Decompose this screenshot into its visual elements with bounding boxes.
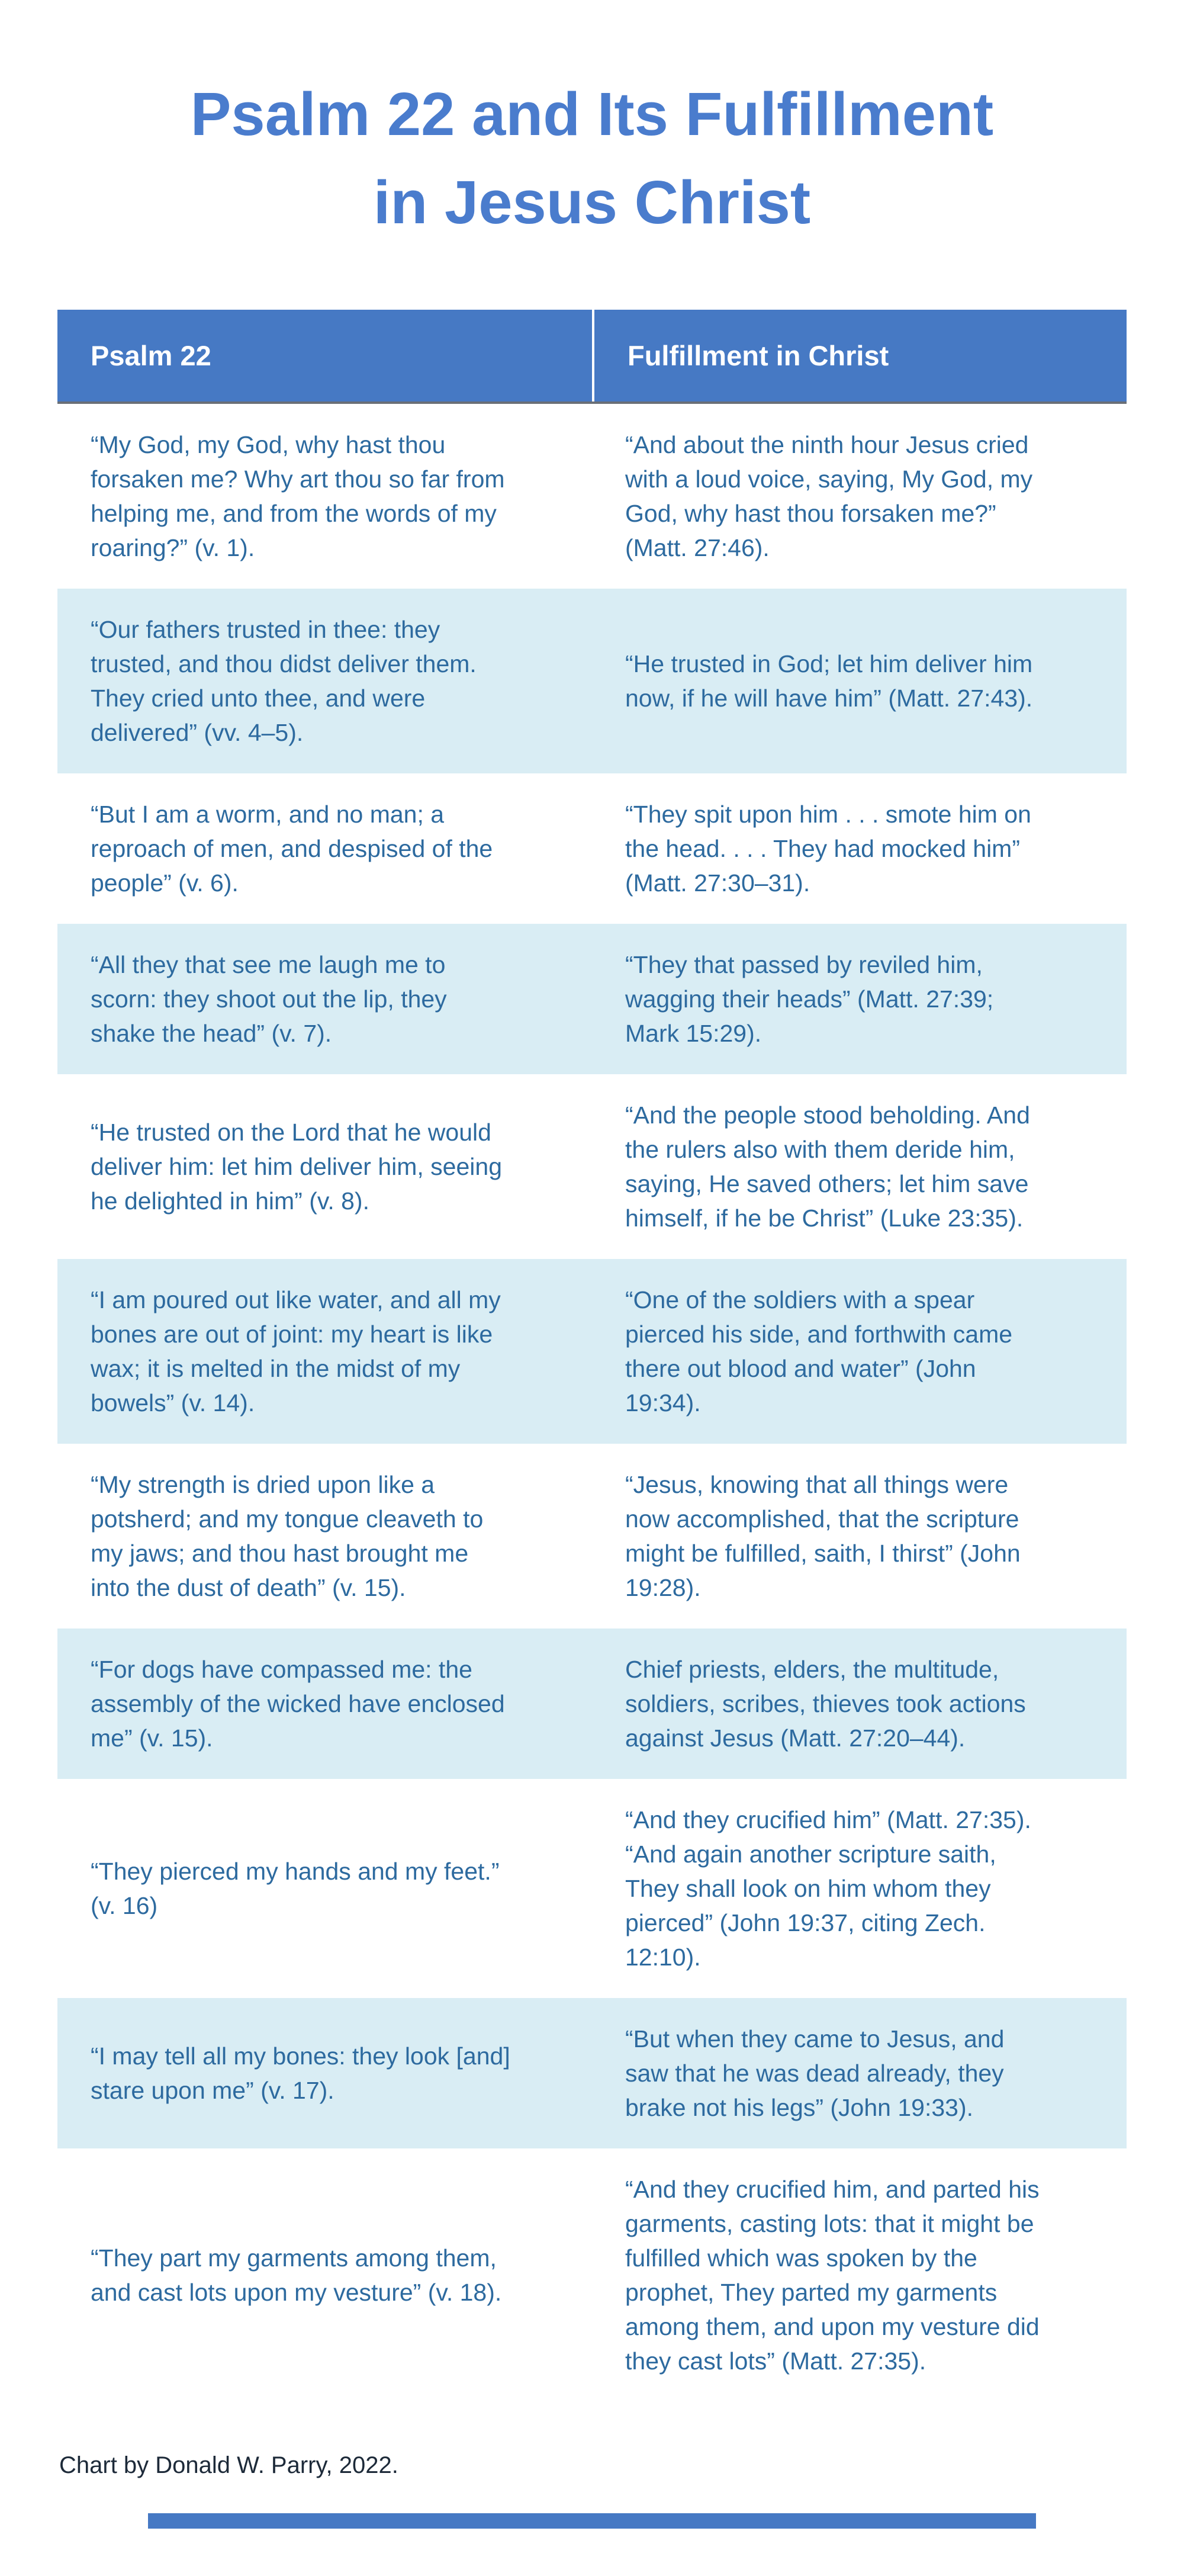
cell-fulfillment: “And about the ninth hour Jesus cried wi…: [592, 404, 1127, 589]
cell-fulfillment: “They that passed by reviled him, waggin…: [592, 924, 1127, 1074]
cell-fulfillment: Chief priests, elders, the multitude, so…: [592, 1629, 1127, 1779]
table-body: “My God, my God, why hast thou forsaken …: [57, 404, 1127, 2402]
cell-text: “My God, my God, why hast thou forsaken …: [91, 431, 505, 561]
page-title-line2: in Jesus Christ: [373, 168, 811, 237]
table-row: “All they that see me laugh me to scorn:…: [57, 923, 1127, 1074]
cell-text: “They that passed by reviled him, waggin…: [625, 950, 994, 1047]
cell-psalm: “Our fathers trusted in thee: they trust…: [57, 589, 592, 773]
cell-psalm: “They pierced my hands and my feet.” (v.…: [57, 1779, 592, 1998]
table-row: “For dogs have compassed me: the assembl…: [57, 1628, 1127, 1779]
table-row: “He trusted on the Lord that he would de…: [57, 1074, 1127, 1259]
page-title: Psalm 22 and Its Fulfillment in Jesus Ch…: [0, 70, 1184, 247]
cell-text: “I am poured out like water, and all my …: [91, 1286, 501, 1417]
cell-text: Chief priests, elders, the multitude, so…: [625, 1655, 1026, 1752]
cell-text: “I may tell all my bones: they look [and…: [91, 2042, 510, 2104]
cell-text: “For dogs have compassed me: the assembl…: [91, 1655, 505, 1752]
table-row: “I am poured out like water, and all my …: [57, 1258, 1127, 1444]
cell-text: “And they crucified him, and parted his …: [625, 2175, 1040, 2375]
cell-psalm: “He trusted on the Lord that he would de…: [57, 1074, 592, 1259]
cell-psalm: “For dogs have compassed me: the assembl…: [57, 1629, 592, 1779]
cell-text: “He trusted on the Lord that he would de…: [91, 1118, 502, 1215]
cell-psalm: “My God, my God, why hast thou forsaken …: [57, 404, 592, 589]
cell-text: “They part my garments among them, and c…: [91, 2244, 502, 2306]
cell-text: “He trusted in God; let him deliver him …: [625, 650, 1033, 712]
cell-text: “And the people stood beholding. And the…: [625, 1101, 1030, 1232]
comparison-table: Psalm 22 Fulfillment in Christ “My God, …: [57, 309, 1127, 2402]
cell-text: “My strength is dried upon like a potshe…: [91, 1470, 484, 1601]
cell-psalm: “They part my garments among them, and c…: [57, 2148, 592, 2402]
decorative-bottom-bar: [148, 2513, 1036, 2529]
cell-fulfillment: “One of the soldiers with a spear pierce…: [592, 1259, 1127, 1444]
table-row: “Our fathers trusted in thee: they trust…: [57, 588, 1127, 773]
column-header-fulfillment: Fulfillment in Christ: [592, 309, 1127, 402]
cell-psalm: “My strength is dried upon like a potshe…: [57, 1444, 592, 1629]
cell-psalm: “But I am a worm, and no man; a reproach…: [57, 773, 592, 924]
cell-text: “And they crucified him” (Matt. 27:35). …: [625, 1806, 1031, 1971]
cell-text: “Jesus, knowing that all things were now…: [625, 1470, 1021, 1601]
cell-text: “All they that see me laugh me to scorn:…: [91, 950, 447, 1047]
cell-fulfillment: “But when they came to Jesus, and saw th…: [592, 1998, 1127, 2148]
table-row: “But I am a worm, and no man; a reproach…: [57, 773, 1127, 924]
cell-text: “One of the soldiers with a spear pierce…: [625, 1286, 1013, 1417]
page-title-line1: Psalm 22 and Its Fulfillment: [190, 80, 994, 148]
cell-fulfillment: “And they crucified him, and parted his …: [592, 2148, 1127, 2402]
cell-psalm: “I am poured out like water, and all my …: [57, 1259, 592, 1444]
table-row: “They pierced my hands and my feet.” (v.…: [57, 1779, 1127, 1998]
cell-fulfillment: “And they crucified him” (Matt. 27:35). …: [592, 1779, 1127, 1998]
cell-fulfillment: “Jesus, knowing that all things were now…: [592, 1444, 1127, 1629]
cell-text: “But when they came to Jesus, and saw th…: [625, 2025, 1005, 2121]
cell-psalm: “All they that see me laugh me to scorn:…: [57, 924, 592, 1074]
column-header-psalm: Psalm 22: [91, 339, 211, 371]
cell-fulfillment: “He trusted in God; let him deliver him …: [592, 589, 1127, 773]
cell-text: “They pierced my hands and my feet.” (v.…: [91, 1857, 500, 1919]
cell-text: “They spit upon him . . . smote him on t…: [625, 800, 1031, 897]
cell-text: “And about the ninth hour Jesus cried wi…: [625, 431, 1033, 561]
table-row: “My strength is dried upon like a potshe…: [57, 1444, 1127, 1629]
table-header-row: Psalm 22 Fulfillment in Christ: [57, 309, 1127, 404]
cell-psalm: “I may tell all my bones: they look [and…: [57, 1998, 592, 2148]
chart-credit: Chart by Donald W. Parry, 2022.: [59, 2452, 398, 2478]
cell-fulfillment: “And the people stood beholding. And the…: [592, 1074, 1127, 1259]
table-row: “I may tell all my bones: they look [and…: [57, 1997, 1127, 2148]
cell-fulfillment: “They spit upon him . . . smote him on t…: [592, 773, 1127, 924]
cell-text: “Our fathers trusted in thee: they trust…: [91, 615, 477, 746]
table-row: “They part my garments among them, and c…: [57, 2148, 1127, 2402]
cell-text: “But I am a worm, and no man; a reproach…: [91, 800, 493, 897]
table-row: “My God, my God, why hast thou forsaken …: [57, 404, 1127, 589]
